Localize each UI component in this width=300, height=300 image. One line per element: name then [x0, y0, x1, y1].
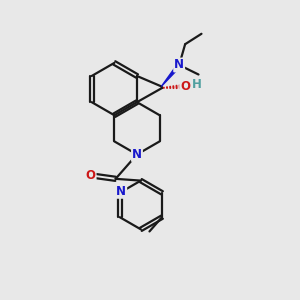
Text: N: N [132, 148, 142, 161]
Text: O: O [85, 169, 96, 182]
Text: O: O [180, 80, 190, 93]
Polygon shape [161, 64, 181, 86]
Text: H: H [192, 78, 202, 92]
Text: N: N [116, 185, 126, 198]
Text: N: N [174, 58, 184, 71]
